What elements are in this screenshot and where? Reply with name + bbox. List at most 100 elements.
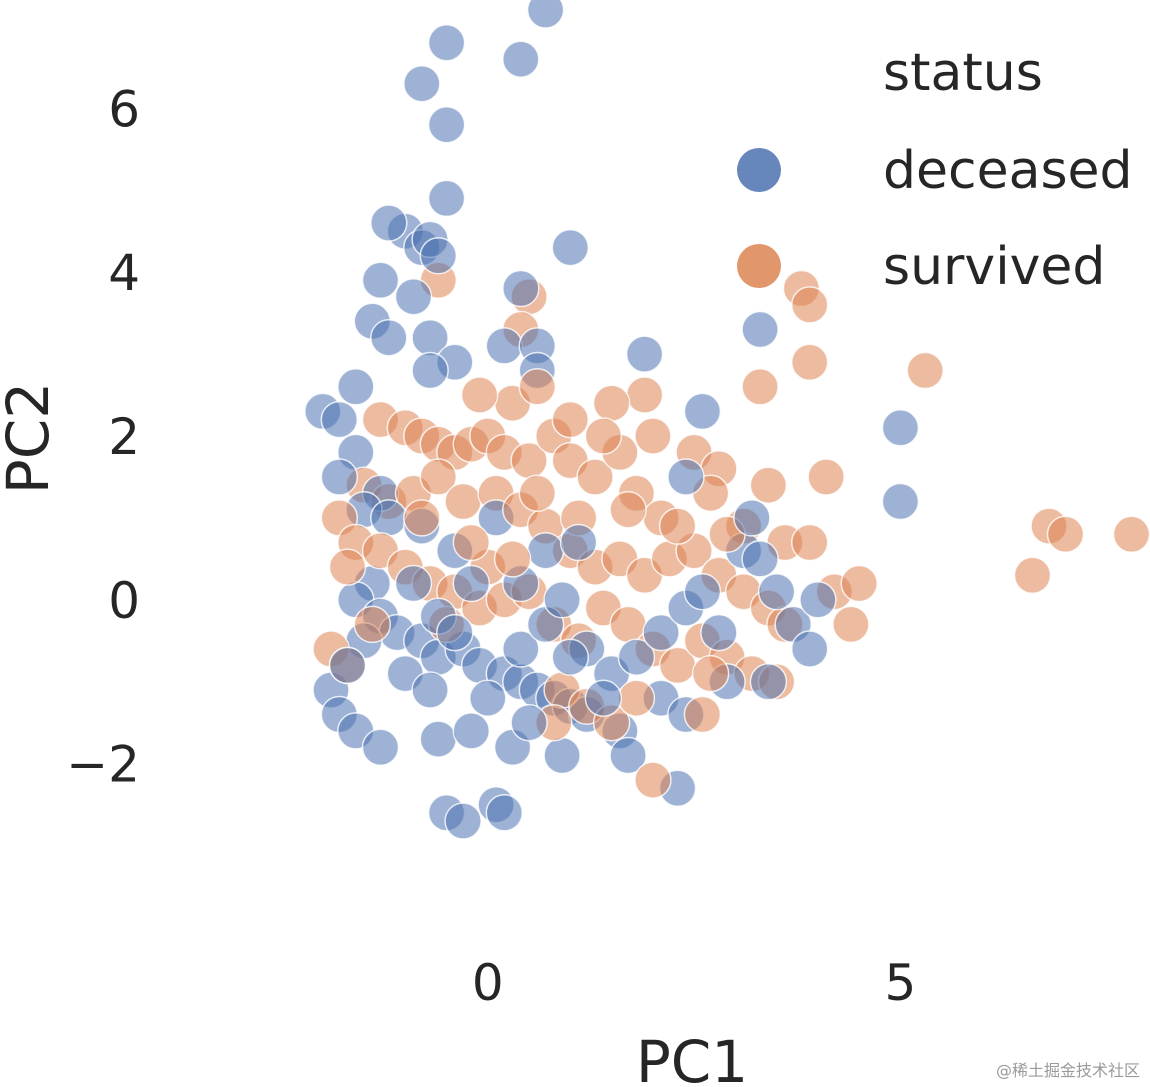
point-deceased xyxy=(733,499,771,537)
point-deceased xyxy=(370,318,408,357)
point-survived xyxy=(807,458,845,496)
point-deceased xyxy=(469,679,507,717)
point-survived xyxy=(790,343,829,382)
x-tick-label: 5 xyxy=(885,954,917,1012)
point-deceased xyxy=(337,368,375,406)
point-survived xyxy=(460,376,499,414)
point-deceased xyxy=(502,630,540,668)
point-deceased xyxy=(551,228,590,267)
point-survived xyxy=(592,384,631,422)
point-deceased xyxy=(361,261,400,300)
point-deceased xyxy=(881,409,920,447)
y-tick-label: 6 xyxy=(108,80,140,138)
point-survived xyxy=(518,474,557,513)
y-axis-label: PC2 xyxy=(0,382,62,494)
point-survived xyxy=(403,499,441,537)
legend-marker-deceased xyxy=(737,148,781,192)
point-survived xyxy=(749,466,788,504)
point-survived xyxy=(584,417,623,455)
point-survived xyxy=(444,482,482,521)
point-survived xyxy=(691,654,730,693)
point-deceased xyxy=(502,40,540,78)
point-survived xyxy=(658,507,697,545)
point-survived xyxy=(1013,556,1052,595)
point-deceased xyxy=(543,736,581,775)
point-survived xyxy=(683,695,722,734)
point-deceased xyxy=(749,663,788,701)
point-deceased xyxy=(881,482,920,521)
point-deceased xyxy=(320,458,359,496)
point-deceased xyxy=(403,64,441,103)
point-deceased xyxy=(502,269,540,308)
legend-marker-survived xyxy=(737,244,781,288)
point-deceased xyxy=(427,105,466,144)
point-survived xyxy=(634,761,672,799)
point-deceased xyxy=(543,581,581,619)
watermark-text: @稀土掘金技术社区 xyxy=(996,1061,1140,1080)
point-deceased xyxy=(526,0,565,29)
point-deceased xyxy=(609,736,647,775)
legend: status deceased survived xyxy=(737,43,1133,297)
point-deceased xyxy=(328,646,367,685)
point-deceased xyxy=(584,679,623,717)
point-survived xyxy=(790,286,829,324)
point-survived xyxy=(634,417,672,455)
point-deceased xyxy=(625,335,664,373)
point-deceased xyxy=(427,179,466,218)
point-survived xyxy=(1112,515,1150,554)
point-survived xyxy=(625,376,664,414)
point-survived xyxy=(353,605,392,644)
point-survived xyxy=(551,400,590,439)
point-survived xyxy=(419,458,458,496)
point-deceased xyxy=(361,728,400,767)
point-deceased xyxy=(799,581,837,619)
point-deceased xyxy=(757,572,796,611)
y-axis-ticks: −2 0 2 4 6 xyxy=(66,80,140,793)
point-deceased xyxy=(700,613,738,652)
point-survived xyxy=(840,564,878,603)
point-survived xyxy=(576,458,614,496)
x-tick-label: 0 xyxy=(472,954,504,1012)
point-deceased xyxy=(444,802,482,840)
point-survived xyxy=(741,368,779,406)
point-survived xyxy=(609,490,647,529)
point-survived xyxy=(790,523,829,562)
y-tick-label: 2 xyxy=(108,408,140,466)
point-deceased xyxy=(370,499,408,537)
point-deceased xyxy=(485,327,524,365)
point-deceased xyxy=(370,204,408,242)
point-deceased xyxy=(436,613,474,652)
point-deceased xyxy=(427,24,466,62)
point-deceased xyxy=(683,392,722,431)
point-deceased xyxy=(452,712,491,750)
point-deceased xyxy=(419,720,458,758)
point-deceased xyxy=(419,237,458,275)
point-survived xyxy=(518,368,557,406)
point-deceased xyxy=(510,703,548,742)
point-survived xyxy=(452,523,491,562)
point-deceased xyxy=(551,638,590,676)
point-deceased xyxy=(320,400,359,439)
point-deceased xyxy=(485,794,524,832)
point-survived xyxy=(617,679,656,717)
point-deceased xyxy=(683,572,722,611)
point-survived xyxy=(832,605,870,644)
scatter-points xyxy=(304,0,1150,840)
point-deceased xyxy=(394,277,433,316)
point-deceased xyxy=(411,351,449,390)
y-tick-label: −2 xyxy=(66,736,140,794)
point-survived xyxy=(906,351,944,390)
point-deceased xyxy=(667,458,705,496)
point-deceased xyxy=(394,564,433,603)
y-tick-label: 0 xyxy=(108,572,140,630)
point-deceased xyxy=(411,671,449,709)
point-deceased xyxy=(642,613,680,652)
point-deceased xyxy=(526,531,565,570)
point-survived xyxy=(328,548,367,586)
point-deceased xyxy=(790,630,829,668)
legend-title: status xyxy=(883,43,1043,103)
point-survived xyxy=(493,540,532,578)
point-deceased xyxy=(559,523,598,562)
